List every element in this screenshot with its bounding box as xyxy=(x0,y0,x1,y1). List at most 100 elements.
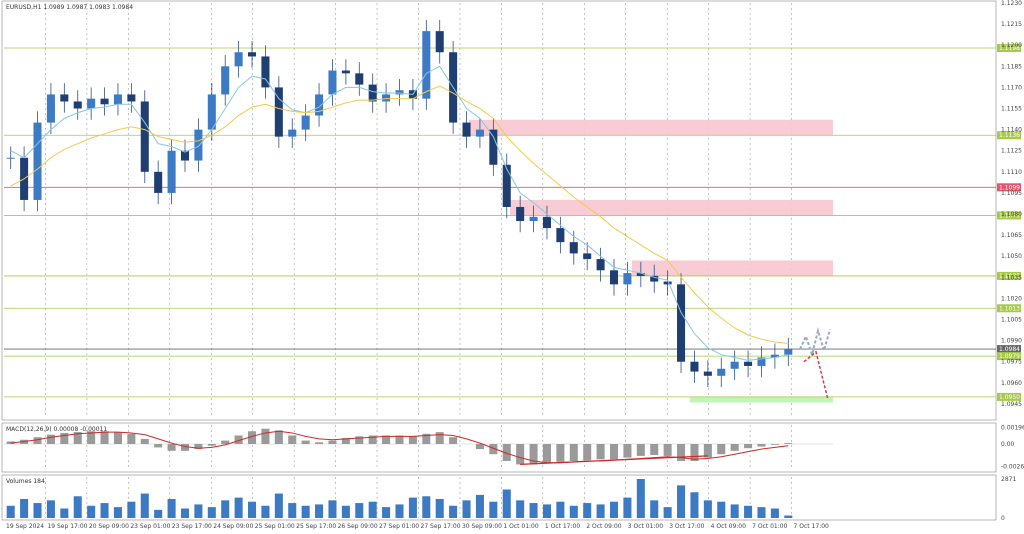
price-axis: 1.1230 1.1215 1.1200 1.1185 1.1170 1.1155 1.11… xyxy=(1001,0,1022,408)
candle-body xyxy=(770,354,779,358)
level-label: 1.1136 xyxy=(999,132,1020,139)
candle-body xyxy=(677,284,686,362)
candle-body xyxy=(542,216,551,229)
candle-body xyxy=(355,73,364,85)
candle-body xyxy=(435,31,444,53)
candle-body xyxy=(154,171,163,193)
forecast-up-path xyxy=(799,327,831,359)
candle-body xyxy=(583,253,592,260)
level-label: 1.1079 xyxy=(999,212,1020,219)
level-label: 1.1099 xyxy=(999,184,1020,191)
y-tick-label: 1.1095 xyxy=(1001,190,1022,197)
candle-body xyxy=(127,94,136,102)
forecast-down-path xyxy=(803,350,829,400)
candle-body xyxy=(382,94,391,102)
x-tick-label: 24 Sep 09:00 xyxy=(213,523,253,530)
candle-body xyxy=(730,361,739,369)
volume-tick-label: 2871 xyxy=(1001,476,1016,483)
x-tick-label: 3 Oct 01:00 xyxy=(628,523,663,530)
level-label: 1.1013 xyxy=(999,305,1020,312)
candle-body xyxy=(261,56,270,88)
x-tick-label: 19 Sep 17:00 xyxy=(47,523,87,530)
y-tick-label: 1.1200 xyxy=(1001,42,1022,49)
level-badge xyxy=(997,392,1021,401)
candle-body xyxy=(757,357,766,366)
level-label: 1.1036 xyxy=(999,273,1020,280)
level-badge xyxy=(997,183,1021,192)
macd-panel-title: MACD(12,26,9) 0.00008 -0.00011 xyxy=(6,426,107,433)
x-tick-label: 23 Sep 17:00 xyxy=(172,523,212,530)
candle-body xyxy=(395,90,404,95)
level-badge xyxy=(997,131,1021,140)
candle-body xyxy=(422,31,431,99)
x-tick-label: 1 Oct 01:00 xyxy=(503,523,538,530)
candle-body xyxy=(717,368,726,376)
candle-body xyxy=(60,94,69,102)
x-tick-label: 1 Oct 17:00 xyxy=(545,523,580,530)
macd-signal-line xyxy=(10,430,789,464)
candle-body xyxy=(462,122,471,137)
candle-body xyxy=(140,101,149,172)
y-tick-label: 1.1125 xyxy=(1001,148,1022,155)
volume-panel xyxy=(1,474,997,521)
candle-body xyxy=(516,206,525,222)
candle-body xyxy=(46,94,55,123)
y-tick-label: 1.0990 xyxy=(1001,338,1022,345)
ema-slow-line xyxy=(10,85,789,344)
price-panel-title: EURUSD,H1 1.0989 1.0987 1.0983 1.0984 xyxy=(6,4,133,11)
candle-body xyxy=(274,87,283,137)
candle-body xyxy=(489,129,498,165)
y-tick-label: 1.1185 xyxy=(1001,63,1022,70)
candle-body xyxy=(87,98,96,109)
y-tick-label: 1.0960 xyxy=(1001,380,1022,387)
candle-body xyxy=(100,98,109,105)
candle-body xyxy=(609,270,619,285)
volume-series: 2871 0 xyxy=(6,476,1016,522)
y-tick-label: 1.0975 xyxy=(1001,359,1022,366)
level-badge xyxy=(997,352,1021,361)
candle-body xyxy=(288,129,297,137)
candle-body xyxy=(113,94,122,105)
divergence-arrow xyxy=(520,455,708,465)
candle-body xyxy=(650,275,659,282)
level-badge xyxy=(997,44,1021,53)
zone xyxy=(469,119,833,136)
y-tick-label: 1.1110 xyxy=(1001,169,1022,176)
x-tick-label: 27 Sep 17:00 xyxy=(421,523,461,530)
candle-body xyxy=(744,361,753,366)
level-badge xyxy=(997,271,1021,280)
candle-body xyxy=(663,281,672,285)
candle-body xyxy=(73,101,82,109)
candle-body xyxy=(623,273,632,285)
candle-body xyxy=(690,361,699,372)
candle-body xyxy=(529,216,538,222)
x-tick-label: 7 Oct 17:00 xyxy=(794,523,829,530)
x-tick-label: 20 Sep 09:00 xyxy=(89,523,129,530)
y-tick-label: 1.1230 xyxy=(1001,0,1022,7)
level-badge xyxy=(997,211,1021,220)
level-badge xyxy=(997,304,1021,313)
candle-body xyxy=(703,371,712,376)
candle-body xyxy=(341,70,350,74)
candle-body xyxy=(6,157,15,159)
x-tick-label: 2 Oct 09:00 xyxy=(586,523,621,530)
level-badge xyxy=(997,345,1021,354)
candle-body xyxy=(556,228,565,243)
macd-tick-label: 0.00196 xyxy=(1001,424,1024,431)
time-axis: 19 Sep 2024 19 Sep 17:00 20 Sep 09:00 23 Se… xyxy=(6,523,829,530)
candle-body xyxy=(328,70,337,95)
y-tick-label: 1.1080 xyxy=(1001,211,1022,218)
candle-body xyxy=(234,52,243,67)
y-tick-label: 1.1155 xyxy=(1001,106,1022,113)
price-series xyxy=(6,19,831,400)
candle-body xyxy=(248,52,257,57)
macd-panel xyxy=(1,422,997,473)
macd-tick-label: 0.00 xyxy=(1001,441,1015,448)
candle-body xyxy=(502,164,511,207)
x-tick-label: 25 Sep 01:00 xyxy=(255,523,295,530)
level-label: 1.0979 xyxy=(999,353,1020,360)
candle-body xyxy=(221,66,230,95)
